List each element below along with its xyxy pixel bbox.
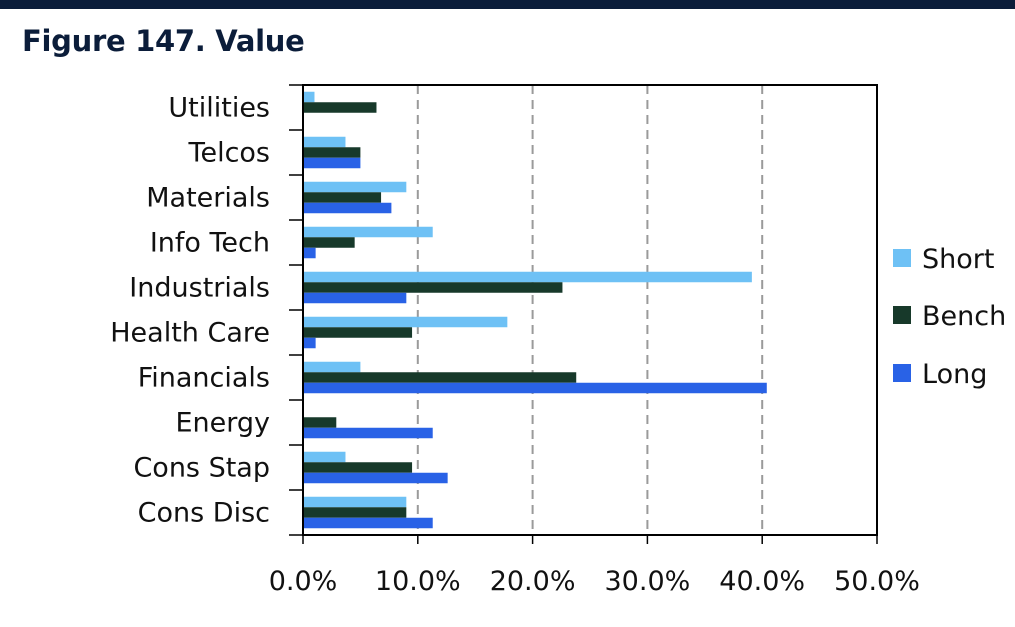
bar-bench: [303, 327, 413, 338]
bar-short: [303, 181, 407, 193]
bar-short: [303, 226, 433, 238]
category-label: Energy: [175, 408, 270, 439]
bar-bench: [303, 507, 407, 518]
bar-long: [303, 517, 433, 529]
bar-bench: [303, 102, 377, 113]
bar-bench: [303, 237, 355, 248]
category-label: Cons Disc: [138, 498, 270, 529]
x-tick-label: 10.0%: [375, 566, 461, 597]
bar-short: [303, 271, 752, 283]
bar-short: [303, 91, 315, 103]
bar-long: [303, 337, 316, 349]
x-tick-label: 50.0%: [834, 566, 920, 597]
legend-label-short: Short: [922, 244, 994, 275]
bar-bench: [303, 282, 563, 293]
legend-label-long: Long: [922, 359, 987, 390]
legend-label-bench: Bench: [922, 301, 1006, 332]
bar-long: [303, 382, 767, 394]
category-label: Cons Stap: [133, 453, 270, 484]
bar-long: [303, 157, 361, 169]
bar-short: [303, 451, 346, 463]
category-label: Utilities: [168, 93, 270, 124]
x-tick-label: 0.0%: [269, 566, 338, 597]
bar-long: [303, 472, 448, 484]
category-label: Health Care: [110, 318, 270, 349]
figure-title: Figure 147. Value: [22, 24, 305, 58]
bar-short: [303, 136, 346, 148]
legend-swatch-bench: [893, 306, 911, 324]
category-label: Materials: [146, 183, 270, 214]
bar-short: [303, 316, 508, 328]
category-label: Industrials: [129, 273, 270, 304]
bar-bench: [303, 192, 382, 203]
legend-swatch-long: [893, 364, 911, 382]
header-bar: [0, 0, 1015, 9]
bar-short: [303, 496, 407, 508]
bar-long: [303, 202, 392, 214]
bar-long: [303, 247, 316, 259]
bar-bench: [303, 417, 337, 428]
x-tick-label: 40.0%: [719, 566, 805, 597]
bar-bench: [303, 147, 361, 158]
x-tick-label: 20.0%: [490, 566, 576, 597]
bar-bench: [303, 462, 413, 473]
category-label: Info Tech: [150, 228, 270, 259]
category-label: Financials: [138, 363, 270, 394]
bar-long: [303, 292, 407, 304]
category-label: Telcos: [188, 138, 270, 169]
x-tick-label: 30.0%: [605, 566, 691, 597]
bar-bench: [303, 372, 577, 383]
bar-short: [303, 361, 361, 373]
bar-long: [303, 427, 433, 439]
legend-swatch-short: [893, 249, 911, 267]
